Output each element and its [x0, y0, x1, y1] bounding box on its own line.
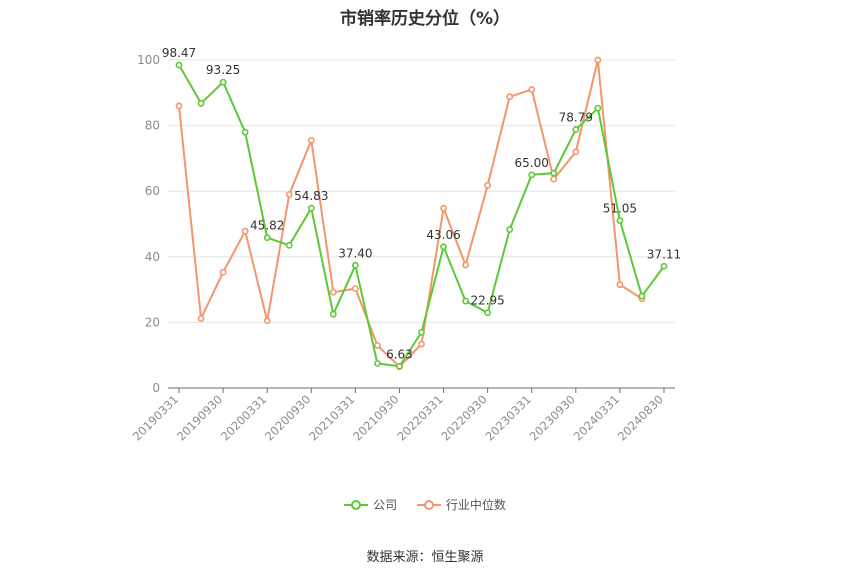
point-company-20190630 — [197, 99, 205, 107]
x-tick-label-20210331: 20210331 — [306, 392, 357, 443]
point-industry-20220331 — [440, 204, 447, 212]
point-company-20240630 — [638, 292, 646, 300]
point-industry-20200331 — [263, 317, 271, 325]
x-tick-label-20230331: 20230331 — [483, 392, 534, 443]
data-label-company-20190930: 93.25 — [206, 63, 240, 77]
x-tick-label-20190331: 20190331 — [130, 392, 181, 443]
legend-label-company: 公司 — [373, 498, 398, 512]
point-industry-20200630 — [285, 191, 293, 198]
point-company-20210331 — [351, 261, 359, 269]
y-tick-label-40: 40 — [145, 250, 160, 264]
y-tick-label-20: 20 — [145, 315, 160, 329]
point-industry-20220630 — [462, 261, 469, 269]
x-tick-label-20210930: 20210930 — [350, 392, 401, 443]
point-company-20211231 — [418, 328, 425, 336]
point-company-20190930 — [219, 78, 227, 86]
point-company-20220630 — [462, 297, 469, 305]
data-label-company-20220331: 43.06 — [426, 228, 460, 242]
data-label-company-20200331: 45.82 — [250, 219, 284, 233]
point-industry-20220930 — [484, 181, 492, 189]
series-line-industry — [178, 59, 643, 368]
y-tick-label-100: 100 — [137, 53, 160, 67]
x-tick-label-20220930: 20220930 — [438, 392, 489, 443]
point-industry-20211231 — [418, 340, 425, 348]
x-tick-label-20230930: 20230930 — [527, 392, 578, 443]
point-industry-20231231 — [594, 56, 602, 64]
data-label-company-20230930: 78.79 — [559, 111, 593, 125]
data-label-company-20240331: 51.05 — [603, 202, 637, 216]
point-company-20210630 — [374, 359, 381, 367]
y-tick-label-60: 60 — [145, 184, 160, 198]
legend-marker-company — [344, 499, 369, 510]
grid-layer — [168, 59, 675, 323]
x-tick-label-20190930: 20190930 — [174, 392, 225, 443]
data-label-company-20230331: 65.00 — [515, 156, 549, 170]
point-company-20240830 — [660, 262, 668, 270]
point-company-20220331 — [440, 243, 447, 251]
point-industry-20190930 — [219, 268, 227, 276]
point-industry-20210331 — [351, 285, 359, 293]
chart-title: 市销率历史分位（%） — [339, 9, 511, 29]
data-label-company-20210331: 37.40 — [338, 246, 372, 260]
point-industry-20230930 — [572, 148, 580, 156]
x-tick-label-20240331: 20240331 — [571, 392, 622, 443]
point-company-20230630 — [550, 169, 558, 177]
point-industry-20230630 — [550, 175, 558, 183]
point-company-20190331 — [175, 61, 183, 69]
point-company-20191231 — [241, 128, 249, 136]
point-industry-20191231 — [241, 227, 249, 235]
point-industry-20190630 — [197, 315, 205, 322]
x-tick-label-20220331: 20220331 — [394, 392, 445, 443]
point-industry-20221231 — [506, 93, 514, 101]
point-company-20200630 — [285, 241, 293, 249]
data-label-company-20220930: 22.95 — [470, 294, 504, 308]
point-industry-20190331 — [175, 102, 183, 110]
legend-marker-industry — [416, 499, 441, 510]
point-company-20230331 — [528, 171, 536, 179]
data-label-layer: 98.47 93.25 45.82 54.83 37.40 6.63 43.06 22.95 6… — [162, 46, 681, 361]
point-company-20201231 — [329, 310, 337, 318]
point-company-20231231 — [594, 104, 602, 112]
data-source-note: 数据来源：恒生聚源 — [366, 550, 484, 565]
point-company-20240331 — [616, 217, 624, 224]
data-label-company-20190331: 98.47 — [162, 46, 196, 60]
point-company-20230930 — [572, 126, 580, 133]
point-company-20210930 — [396, 362, 403, 370]
point-company-20200930 — [307, 204, 315, 212]
legend-item-industry[interactable]: 行业中位数 — [416, 496, 506, 513]
legend-label-industry: 行业中位数 — [445, 498, 506, 512]
x-tick-label-20200331: 20200331 — [218, 392, 269, 443]
x-tick-label-20200930: 20200930 — [262, 392, 313, 443]
point-industry-20201231 — [329, 288, 337, 296]
point-company-20220930 — [484, 309, 492, 317]
y-tick-label-80: 80 — [145, 119, 160, 133]
y-tick-label-0: 0 — [152, 381, 160, 395]
point-company-20221231 — [506, 226, 514, 233]
data-label-company-20210930: 6.63 — [386, 347, 413, 361]
point-company-20200331 — [263, 234, 271, 242]
series-layer — [175, 56, 668, 371]
x-tick-label-20240830: 20240830 — [615, 392, 666, 443]
point-industry-20210630 — [374, 341, 381, 349]
point-industry-20230331 — [528, 86, 536, 93]
data-label-company-20200930: 54.83 — [294, 189, 328, 203]
point-industry-20200930 — [307, 136, 315, 144]
legend-item-company[interactable]: 公司 — [344, 496, 397, 513]
data-label-company-20240830: 37.11 — [647, 247, 681, 261]
legend: 公司 行业中位数 — [0, 496, 850, 513]
point-industry-20240331 — [616, 281, 624, 289]
